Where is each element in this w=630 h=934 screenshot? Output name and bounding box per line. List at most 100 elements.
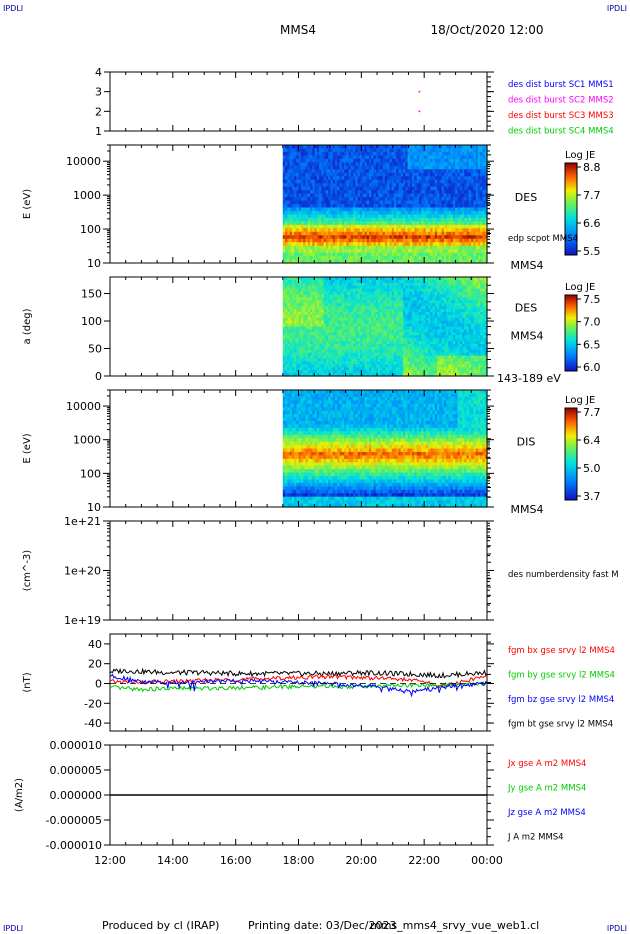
spectrogram-cell xyxy=(282,231,286,236)
spectrogram-cell xyxy=(316,158,320,163)
spectrogram-cell xyxy=(303,314,307,319)
spectrogram-cell xyxy=(337,148,341,153)
spectrogram-cell xyxy=(287,259,291,264)
spectrogram-cell xyxy=(428,252,431,257)
spectrogram-cell xyxy=(393,277,397,281)
spectrogram-cell xyxy=(339,238,343,243)
spectrogram-cell xyxy=(298,204,302,209)
spectrogram-cell xyxy=(296,165,300,170)
spectrogram-cell xyxy=(296,242,300,247)
spectrogram-cell xyxy=(364,300,368,304)
spectrogram-cell xyxy=(312,332,316,336)
corner-label-tl: IPDLI xyxy=(3,4,23,13)
spectrogram-cell xyxy=(321,235,325,240)
spectrogram-cell xyxy=(448,193,452,198)
spectrogram-cell xyxy=(423,155,427,160)
spectrogram-cell xyxy=(330,148,334,153)
spectrogram-cell xyxy=(393,256,397,261)
spectrogram-cell xyxy=(328,151,332,157)
spectrogram-cell xyxy=(371,338,375,342)
spectrogram-cell xyxy=(484,259,488,264)
spectrogram-cell xyxy=(409,151,413,157)
spectrogram-cell xyxy=(312,297,316,301)
spectrogram-cell xyxy=(321,300,325,304)
spectrogram-cell xyxy=(484,169,488,174)
spectrogram-cell xyxy=(378,338,381,342)
spectrogram-cell xyxy=(398,162,402,167)
spectrogram-cell xyxy=(471,190,474,195)
spectrogram-cell xyxy=(344,242,347,247)
spectrogram-cell xyxy=(330,207,334,212)
spectrogram-cell xyxy=(441,148,445,153)
spectrogram-cell xyxy=(405,179,409,184)
spectrogram-cell xyxy=(325,249,329,254)
spectrogram-cell xyxy=(484,242,488,247)
spectrogram-cell xyxy=(382,179,386,184)
spectrogram-cell xyxy=(285,169,288,174)
spectrogram-cell xyxy=(289,288,293,293)
spectrogram-cell xyxy=(405,256,409,261)
spectrogram-cell xyxy=(412,217,415,222)
spectrogram-cell xyxy=(459,162,463,167)
spectrogram-cell xyxy=(362,197,366,202)
spectrogram-cell xyxy=(452,162,456,167)
spectrogram-cell xyxy=(316,343,320,348)
spectrogram-cell xyxy=(393,186,397,191)
spectrogram-cell xyxy=(452,210,456,216)
spectrogram-cell xyxy=(339,186,343,191)
spectrogram-cell xyxy=(464,190,468,195)
spectrogram-cell xyxy=(452,204,456,209)
spectrogram-cell xyxy=(448,235,452,240)
spectrogram-cell xyxy=(307,297,311,301)
spectrogram-cell xyxy=(344,329,347,333)
spectrogram-cell xyxy=(439,238,443,243)
spectrogram-cell xyxy=(446,228,450,233)
spectrogram-cell xyxy=(310,326,313,331)
spectrogram-cell xyxy=(307,352,311,357)
spectrogram-cell xyxy=(384,190,388,195)
spectrogram-cell xyxy=(291,300,295,304)
spectrogram-cell xyxy=(300,165,304,170)
spectrogram-cell xyxy=(462,207,465,212)
spectrogram-cell xyxy=(387,186,391,191)
spectrogram-cell xyxy=(432,190,436,195)
spectrogram-cell xyxy=(294,231,298,236)
spectrogram-cell xyxy=(459,238,463,243)
spectrogram-cell xyxy=(296,172,300,177)
spectrogram-cell xyxy=(432,176,436,181)
spectrogram-cell xyxy=(482,224,486,229)
spectrogram-cell xyxy=(330,297,334,301)
spectrogram-cell xyxy=(339,349,343,354)
spectrogram-cell xyxy=(344,235,347,240)
spectrogram-cell xyxy=(421,238,425,243)
spectrogram-cell xyxy=(316,245,320,250)
spectrogram-cell xyxy=(332,214,336,219)
spectrogram-cell xyxy=(446,245,450,250)
spectrogram-cell xyxy=(298,338,302,342)
spectrogram-cell xyxy=(350,165,354,170)
spectrogram-cell xyxy=(337,217,341,222)
spectrogram-cell xyxy=(396,207,400,212)
spectrogram-cell xyxy=(321,151,325,157)
spectrogram-cell xyxy=(421,200,425,205)
spectrogram-cell xyxy=(287,252,291,257)
spectrogram-cell xyxy=(443,200,447,205)
spectrogram-cell xyxy=(384,256,388,261)
spectrogram-cell xyxy=(466,190,470,195)
spectrogram-cell xyxy=(350,358,354,363)
spectrogram-cell xyxy=(373,190,377,195)
spectrogram-cell xyxy=(459,197,463,202)
spectrogram-cell xyxy=(337,332,341,336)
spectrogram-cell xyxy=(350,326,354,331)
spectrogram-cell xyxy=(362,210,366,216)
spectrogram-cell xyxy=(459,228,463,233)
spectrogram-cell xyxy=(346,364,350,368)
spectrogram-cell xyxy=(319,311,322,316)
spectrogram-cell xyxy=(396,245,400,250)
spectrogram-cell xyxy=(339,200,343,205)
spectrogram-cell xyxy=(298,183,302,188)
spectrogram-cell xyxy=(391,326,395,331)
spectrogram-cell xyxy=(298,288,302,293)
spectrogram-cell xyxy=(344,183,347,188)
spectrogram-cell xyxy=(441,162,445,167)
